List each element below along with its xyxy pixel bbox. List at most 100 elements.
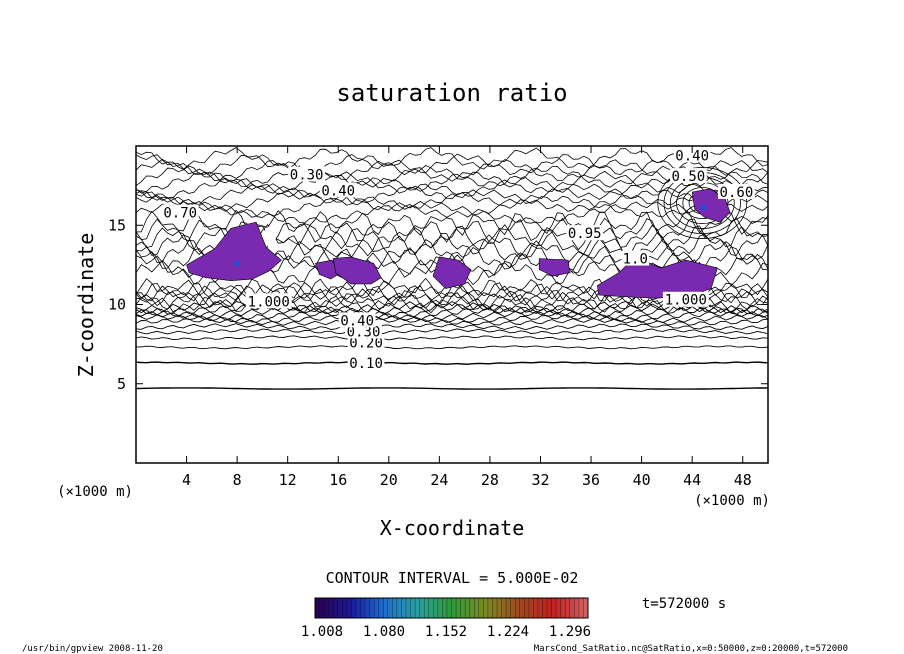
contour-line bbox=[135, 177, 769, 200]
contour-label-0: 0.10 bbox=[349, 356, 383, 372]
colorbar-swatch bbox=[333, 598, 339, 618]
colorbar-swatch bbox=[524, 598, 530, 618]
colorbar-swatch bbox=[374, 598, 380, 618]
colorbar-swatch bbox=[337, 598, 343, 618]
x-tick-label-10: 44 bbox=[683, 471, 701, 489]
contour-line bbox=[135, 361, 769, 365]
colorbar-swatch bbox=[506, 598, 512, 618]
contour-label-3: 0.40 bbox=[340, 313, 374, 329]
colorbar-swatch bbox=[446, 598, 452, 618]
chart-title: saturation ratio bbox=[336, 79, 567, 107]
y-tick-label-1: 10 bbox=[108, 296, 126, 314]
contour-label-bg bbox=[161, 204, 199, 220]
colorbar bbox=[314, 597, 589, 619]
y-tick-label-2: 15 bbox=[108, 216, 126, 234]
colorbar-swatch bbox=[442, 598, 448, 618]
colorbar-swatch bbox=[428, 598, 434, 618]
colorbar-swatch bbox=[528, 598, 534, 618]
contour-line bbox=[135, 335, 769, 341]
colorbar-swatch bbox=[519, 598, 525, 618]
contour-line bbox=[135, 217, 769, 244]
colorbar-swatch bbox=[501, 598, 507, 618]
colorbar-swatch bbox=[469, 598, 475, 618]
colorbar-swatch bbox=[383, 598, 389, 618]
contour-label-bg bbox=[338, 312, 376, 328]
colorbar-swatch bbox=[406, 598, 411, 618]
colorbar-frame bbox=[314, 597, 589, 619]
contour-label-9: 0.60 bbox=[720, 185, 754, 201]
footer-left: /usr/bin/gpview 2008-11-20 bbox=[22, 644, 163, 654]
contour-line bbox=[135, 158, 769, 182]
colorbar-swatch bbox=[510, 598, 516, 618]
colorbar-swatch bbox=[537, 598, 543, 618]
colorbar-swatch bbox=[497, 598, 502, 618]
contour-label-bg bbox=[669, 168, 707, 184]
contour-line bbox=[135, 295, 769, 314]
contour-label-8: 0.50 bbox=[672, 169, 706, 185]
x-tick-label-1: 8 bbox=[233, 471, 242, 489]
contour-label-bg bbox=[662, 291, 709, 307]
colorbar-swatch bbox=[451, 598, 457, 618]
colorbar-swatch bbox=[483, 598, 489, 618]
high-value-core bbox=[234, 260, 241, 267]
contour-label-5: 0.40 bbox=[321, 183, 355, 199]
contour-line bbox=[135, 314, 769, 324]
x-axis-label: X-coordinate bbox=[380, 516, 525, 540]
x-tick-label-9: 40 bbox=[633, 471, 651, 489]
colorbar-swatch bbox=[387, 598, 393, 618]
y-tick-label-0: 5 bbox=[117, 375, 126, 393]
colorbar-swatch bbox=[487, 598, 493, 618]
contour-label-bg bbox=[718, 183, 755, 199]
colorbar-swatch bbox=[360, 598, 366, 618]
contour-label-2: 0.30 bbox=[347, 324, 381, 340]
contour-label-bg bbox=[673, 147, 711, 163]
colorbar-swatch bbox=[547, 598, 552, 618]
contour-label-10: 1.000 bbox=[665, 293, 707, 309]
colorbar-swatch bbox=[378, 598, 384, 618]
contour-label-7: 0.40 bbox=[675, 149, 709, 165]
footer-right: MarsCond_SatRatio.nc@SatRatio,x=0:50000,… bbox=[534, 644, 848, 654]
contour-label-bg bbox=[245, 293, 292, 309]
plot-area: 0.100.200.300.400.300.400.700.400.500.60… bbox=[108, 145, 769, 489]
x-axis-ticks: 4 8 12 16 20 24 28 32 36 40 44 48 bbox=[182, 146, 752, 489]
colorbar-swatch bbox=[578, 598, 584, 618]
colorbar-swatch bbox=[346, 598, 352, 618]
colorbar-swatch bbox=[492, 598, 498, 618]
x-tick-label-4: 20 bbox=[380, 471, 398, 489]
contour-line bbox=[135, 165, 769, 188]
time-label: t=572000 s bbox=[642, 596, 726, 612]
contour-line bbox=[135, 303, 769, 316]
colorbar-label-4: 1.296 bbox=[549, 624, 591, 640]
colorbar-swatch bbox=[415, 598, 421, 618]
contour-line bbox=[135, 147, 769, 170]
x-tick-label-6: 28 bbox=[481, 471, 499, 489]
colorbar-swatch bbox=[365, 598, 370, 618]
colorbar-label-2: 1.152 bbox=[425, 624, 467, 640]
contour-label-13: 1.0 bbox=[623, 252, 648, 268]
contour-line bbox=[135, 310, 769, 321]
contour-label-6: 0.70 bbox=[163, 206, 197, 222]
colorbar-swatch bbox=[392, 598, 398, 618]
colorbar-swatch bbox=[478, 598, 484, 618]
contour-line bbox=[135, 195, 769, 218]
colorbar-swatch bbox=[355, 598, 361, 618]
contour-line bbox=[135, 170, 769, 194]
colorbar-swatch bbox=[551, 598, 557, 618]
colorbar-swatch bbox=[560, 598, 566, 618]
contour-interval-text: CONTOUR INTERVAL = 5.000E-02 bbox=[326, 569, 579, 587]
colorbar-swatch bbox=[515, 598, 521, 618]
contour-label-bg bbox=[347, 355, 385, 371]
contour-line bbox=[135, 387, 769, 390]
y-axis-label: Z-coordinate bbox=[74, 233, 98, 378]
contour-line bbox=[135, 183, 769, 206]
contour-labels: 0.100.200.300.400.300.400.700.400.500.60… bbox=[161, 147, 755, 372]
colorbar-swatch bbox=[569, 598, 575, 618]
colorbar-label-0: 1.008 bbox=[301, 624, 343, 640]
colorbar-swatch bbox=[315, 598, 320, 618]
contour-line bbox=[135, 323, 769, 331]
colorbar-swatch bbox=[533, 598, 539, 618]
x-tick-label-0: 4 bbox=[182, 471, 191, 489]
colorbar-swatch bbox=[319, 598, 325, 618]
x-tick-label-11: 48 bbox=[734, 471, 752, 489]
supersaturation-region-0 bbox=[186, 221, 282, 282]
